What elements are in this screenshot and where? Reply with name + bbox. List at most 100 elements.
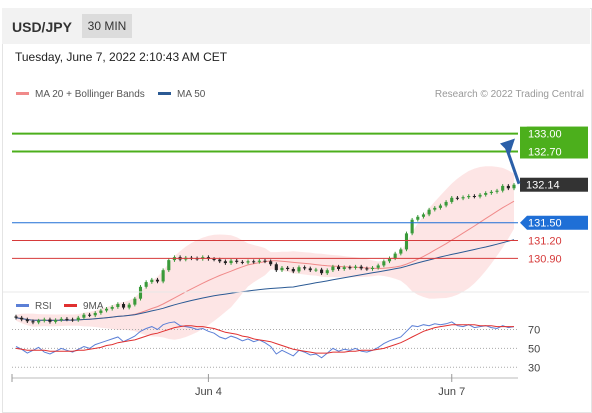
candle-body [450, 197, 454, 202]
candle-body [223, 261, 227, 264]
candle-body [286, 267, 290, 270]
candle-body [99, 310, 103, 313]
legend-ma50-label: MA 50 [177, 89, 206, 100]
last-price-label: 132.14 [526, 180, 560, 192]
ma20-swatch [16, 91, 29, 95]
rsi-ma-line [15, 324, 514, 354]
resistance-label: 132.70 [528, 146, 562, 158]
candle-body [348, 267, 352, 269]
candle-body [104, 308, 109, 311]
research-credit: Research © 2022 Trading Central [434, 89, 584, 100]
candle-body [280, 267, 284, 271]
candle-body [308, 268, 312, 271]
candle-body [212, 258, 216, 260]
candle-body [257, 260, 261, 262]
forecast-arrow-shaft [504, 145, 521, 185]
candle-body [320, 269, 324, 274]
candle-body [133, 298, 137, 305]
candle-body [433, 207, 437, 210]
candle-body [269, 261, 273, 265]
candle-body [14, 316, 18, 318]
candle-body [416, 216, 420, 220]
legend-rsi: RSI [16, 301, 52, 312]
candle-body [297, 267, 301, 272]
candle-body [331, 266, 335, 271]
candle-body [399, 249, 403, 254]
rsi-ma-swatch [64, 303, 77, 307]
candle-body [461, 197, 465, 199]
candle-body [218, 259, 222, 262]
timeframe-button[interactable]: 30 MIN [82, 14, 132, 38]
legend-ma20-label: MA 20 + Bollinger Bands [35, 89, 145, 100]
candle-body [71, 319, 75, 321]
last-price-tag [520, 177, 588, 192]
candle-body [229, 260, 233, 264]
candle-body [138, 286, 143, 299]
candle-body [150, 279, 154, 283]
candle-body [291, 269, 295, 272]
bollinger-band [16, 166, 514, 340]
candle-body [387, 258, 392, 262]
candle-body [252, 261, 256, 263]
candle-body [337, 266, 341, 270]
candle-body [325, 270, 329, 274]
support-label: 131.20 [528, 236, 562, 248]
candle-body [512, 184, 516, 189]
candle-body [37, 320, 41, 323]
candle-body [144, 282, 148, 287]
candle-body [478, 194, 482, 197]
candle-body [82, 314, 86, 318]
candle-body [495, 190, 499, 192]
pivot-label: 131.50 [528, 218, 562, 230]
candle-body [303, 267, 307, 269]
candle-body [274, 264, 278, 271]
level-tag [520, 215, 588, 230]
candle-body [54, 320, 58, 322]
rsi-line [15, 321, 515, 359]
resistance-tag-box [520, 126, 588, 159]
candle-body [59, 318, 63, 321]
candle-body [353, 266, 358, 268]
candle-body [116, 304, 120, 307]
x-tick-label: Jun 7 [438, 386, 465, 398]
candle-body [20, 317, 24, 320]
candle-body [314, 269, 318, 271]
candle-body [93, 312, 97, 316]
legend-rsi-label: RSI [35, 301, 52, 312]
candle-body [410, 219, 414, 234]
candle-body [484, 193, 488, 195]
candle-body [376, 265, 380, 268]
rsi-tick-label: 50 [528, 343, 540, 355]
legend-9ma: 9MA [64, 301, 104, 312]
candle-body [110, 306, 114, 309]
candle-body [48, 319, 52, 322]
candle-body [467, 196, 471, 198]
candle-body [444, 201, 448, 206]
rsi-swatch [16, 303, 29, 307]
legend-ma20-bollinger: MA 20 + Bollinger Bands [16, 89, 145, 100]
candle-body [438, 205, 442, 208]
candle-body [365, 268, 369, 270]
candle-body [427, 209, 431, 215]
rsi-tick-label: 30 [528, 362, 540, 374]
candle-body [161, 270, 165, 282]
candle-body [167, 260, 171, 271]
candle-body [235, 260, 239, 262]
candle-body [393, 253, 397, 259]
candle-body [88, 314, 92, 316]
candle-body [246, 261, 250, 263]
candle-body [342, 267, 346, 270]
candle-body [155, 279, 160, 282]
candle-body [506, 185, 510, 189]
candle-body [421, 214, 426, 217]
support-label: 130.90 [528, 253, 562, 265]
candle-body [42, 319, 46, 321]
candle-body [25, 319, 29, 322]
legend-ma50: MA 50 [158, 89, 205, 100]
candle-body [455, 197, 459, 199]
candle-body [31, 321, 35, 323]
timestamp: Tuesday, June 7, 2022 2:10:43 AM CET [15, 50, 228, 64]
ma50-swatch [158, 91, 171, 95]
candle-body [370, 267, 375, 270]
